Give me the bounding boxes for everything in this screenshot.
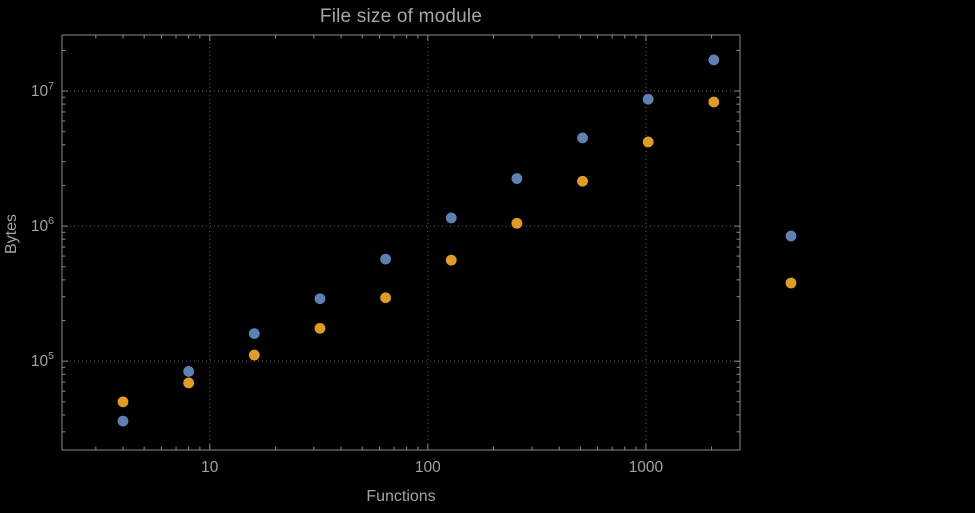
data-point-series-1: [511, 173, 523, 184]
data-point-series-1: [445, 212, 457, 224]
data-point-series-2: [314, 322, 326, 334]
y-tick-label: 107: [31, 80, 54, 100]
data-point-series-2: [577, 175, 588, 187]
y-axis-label: Bytes: [3, 214, 20, 255]
data-point-series-1: [248, 328, 260, 340]
data-point-series-2: [642, 136, 654, 148]
data-point-series-1: [117, 415, 129, 427]
data-point-series-2: [445, 254, 457, 266]
x-tick-label: 10: [201, 459, 219, 476]
data-point-series-1: [642, 93, 654, 105]
data-point-series-2: [380, 292, 392, 304]
x-tick-label: 1000: [629, 459, 664, 476]
data-point-series-2: [708, 96, 720, 108]
y-tick-label: 105: [31, 350, 54, 370]
data-point-series-2: [511, 217, 523, 229]
legend-marker-2: [785, 277, 797, 289]
plot-frame: [61, 34, 741, 451]
x-axis-label: Functions: [366, 488, 436, 505]
data-point-series-1: [380, 253, 392, 265]
y-tick-label: 106: [31, 215, 54, 235]
data-point-series-2: [248, 349, 260, 361]
data-point-series-1: [183, 366, 195, 377]
data-point-series-1: [314, 293, 326, 305]
legend-marker-1: [785, 230, 797, 242]
data-point-series-2: [183, 377, 195, 389]
data-point-series-2: [117, 396, 129, 408]
x-tick-label: 100: [415, 459, 441, 476]
chart-title: File size of module: [319, 6, 483, 27]
data-point-series-1: [708, 54, 720, 66]
data-point-series-1: [577, 132, 588, 144]
